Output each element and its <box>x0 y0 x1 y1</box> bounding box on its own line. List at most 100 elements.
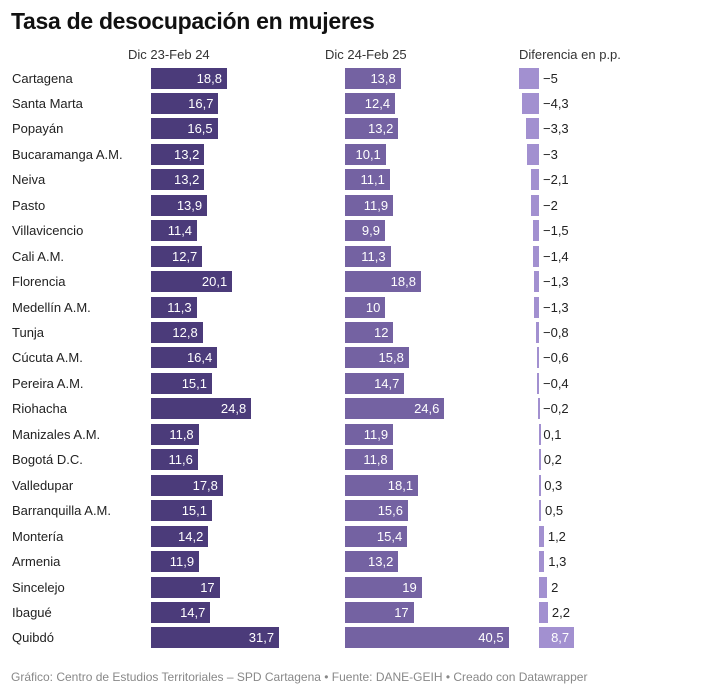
value-label: −3,3 <box>543 121 569 137</box>
row-label: Manizales A.M. <box>12 426 101 442</box>
bar-difference <box>539 500 542 522</box>
value-label: −3 <box>543 146 558 162</box>
value-label: 10,1 <box>355 146 381 162</box>
value-label: 11,3 <box>167 299 192 315</box>
bar-2024 <box>345 143 386 165</box>
bar-2024 <box>345 67 401 89</box>
bar-2023 <box>151 194 208 216</box>
bar-2023 <box>151 118 218 140</box>
bar-difference <box>539 627 575 649</box>
row-label: Villavicencio <box>12 223 84 239</box>
value-label: 16,7 <box>188 95 214 111</box>
bar-2024 <box>345 423 394 445</box>
value-label: −1,5 <box>543 223 569 239</box>
bar-2024 <box>345 296 386 318</box>
value-label: 11,4 <box>167 223 193 239</box>
value-label: 0,1 <box>543 426 562 442</box>
value-label: 11,9 <box>169 554 195 570</box>
row-label: Sincelejo <box>12 579 65 595</box>
value-label: 12,8 <box>172 325 198 340</box>
bar-2023 <box>151 169 205 191</box>
value-label: 24,6 <box>414 401 440 417</box>
bar-2024 <box>345 118 399 140</box>
row-label: Santa Marta <box>12 95 83 111</box>
value-label: −1,3 <box>543 274 569 290</box>
row-label: Quibdó <box>12 630 54 646</box>
bar-difference <box>537 372 539 394</box>
row-label: Barranquilla A.M. <box>12 503 111 519</box>
bar-difference <box>533 245 539 267</box>
row-label: Florencia <box>12 274 66 290</box>
bar-2024 <box>345 372 405 394</box>
value-label: 11,9 <box>363 426 389 442</box>
bar-2023 <box>151 143 205 165</box>
bar-difference <box>539 525 544 547</box>
bar-2023 <box>151 601 211 623</box>
value-label: 2 <box>551 579 559 595</box>
value-label: 13,9 <box>176 197 203 213</box>
bar-2023 <box>151 372 212 394</box>
chart-title: Tasa de desocupación en mujeres <box>11 8 375 34</box>
row-label: Cali A.M. <box>12 248 65 264</box>
row-label: Bogotá D.C. <box>12 452 83 468</box>
value-label: 2,2 <box>551 604 570 620</box>
value-label: 10 <box>365 299 381 315</box>
row-label: Riohacha <box>12 401 67 417</box>
bar-difference <box>525 118 539 140</box>
bar-2023 <box>151 220 198 242</box>
value-label: 0,3 <box>544 477 563 493</box>
bar-2024 <box>345 551 399 573</box>
bar-2024 <box>345 398 445 420</box>
bar-2023 <box>151 576 220 598</box>
bar-2023 <box>151 423 199 445</box>
value-label: 18,8 <box>196 70 222 86</box>
footer-credits: Gráfico: Centro de Estudios Territoriale… <box>11 670 588 684</box>
bar-difference <box>539 601 548 623</box>
value-label: 12 <box>374 325 389 340</box>
value-label: 31,7 <box>248 630 275 646</box>
bar-difference <box>518 67 539 89</box>
value-label: −0,8 <box>543 325 569 340</box>
bar-2024 <box>345 169 390 191</box>
bar-difference <box>532 220 539 242</box>
value-label: 17,8 <box>192 477 218 493</box>
row-label: Pasto <box>12 197 46 213</box>
value-label: 15,1 <box>181 375 207 391</box>
value-label: 0,5 <box>545 503 564 519</box>
value-label: 17 <box>394 604 409 620</box>
bar-2024 <box>345 525 408 547</box>
row-label: Cartagena <box>12 70 73 86</box>
row-label: Bucaramanga A.M. <box>12 146 123 162</box>
row-label: Armenia <box>12 554 61 570</box>
value-label: 11,9 <box>363 197 389 213</box>
bar-2024 <box>345 194 394 216</box>
bar-difference <box>526 143 539 165</box>
value-label: 15,8 <box>378 350 404 366</box>
value-label: 15,4 <box>376 528 403 544</box>
bar-2024 <box>345 500 409 522</box>
value-label: 18,8 <box>390 274 416 290</box>
value-label: −4,3 <box>543 95 569 111</box>
column-header-2024: Dic 24-Feb 25 <box>325 47 407 62</box>
bar-2024 <box>345 322 394 343</box>
bar-2023 <box>151 551 200 573</box>
bar-2023 <box>151 398 252 420</box>
bar-2024 <box>345 576 422 598</box>
row-label: Medellín A.M. <box>12 299 91 315</box>
bar-2023 <box>151 67 227 89</box>
bar-2023 <box>151 525 209 547</box>
value-label: 14,7 <box>374 375 400 391</box>
bar-difference <box>538 398 540 420</box>
bar-2023 <box>151 92 219 114</box>
value-label: 11,3 <box>361 248 386 264</box>
value-label: 13,8 <box>370 70 396 86</box>
bar-difference <box>539 423 541 445</box>
value-label: 13,2 <box>368 121 394 137</box>
bar-2024 <box>345 449 393 471</box>
bar-difference <box>539 449 541 471</box>
bar-difference <box>535 322 539 343</box>
row-label: Tunja <box>12 325 45 340</box>
value-label: −1,3 <box>543 299 569 315</box>
column-header-difference: Diferencia en p.p. <box>519 47 621 62</box>
